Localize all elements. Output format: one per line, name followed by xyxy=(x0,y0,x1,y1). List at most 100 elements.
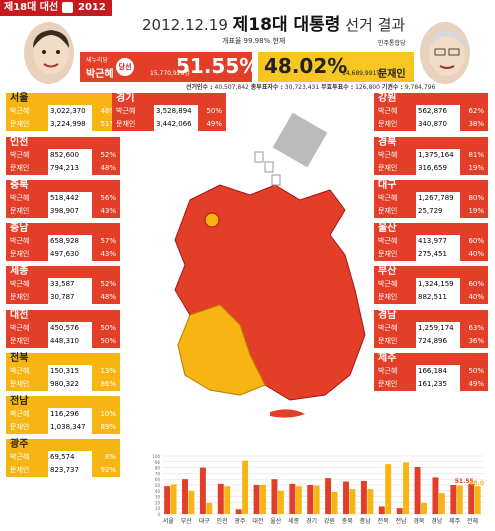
korea-map xyxy=(174,112,366,418)
region-park-name: 박근혜 xyxy=(378,237,398,245)
turnout-label: 총투표자수 : xyxy=(250,84,283,91)
ballot-box-illustration xyxy=(254,112,328,186)
region-park-name: 박근혜 xyxy=(10,453,30,461)
bar-park-14 xyxy=(414,467,421,514)
bar-moon-3 xyxy=(224,486,231,514)
region-park-name: 박근혜 xyxy=(378,324,398,332)
region-box-jeonnam: 전남 박근혜 116,296 10% 문재인 1,038,347 89% xyxy=(6,396,120,434)
y-tick-label: 90 xyxy=(155,460,161,465)
region-moon-name: 문재인 xyxy=(378,337,398,345)
region-moon-pct: 19% xyxy=(468,164,484,172)
region-row-moon: 문재인 3,224,998 51% xyxy=(6,118,120,131)
total-label-moon: 48.02 xyxy=(469,480,484,487)
region-park-pct: 10% xyxy=(100,410,116,418)
x-tick-label: 대전 xyxy=(252,518,264,525)
region-row-moon: 문재인 794,213 48% xyxy=(6,162,120,175)
region-box-gyeongnam: 경남 박근혜 1,259,174 63% 문재인 724,896 36% xyxy=(374,310,488,348)
region-moon-votes: 3,224,998 xyxy=(48,118,92,131)
region-moon-votes: 25,729 xyxy=(416,205,460,218)
region-box-daejeon: 대전 박근혜 450,576 50% 문재인 448,310 50% xyxy=(6,310,120,348)
region-park-name: 박근혜 xyxy=(116,107,136,115)
park-portrait xyxy=(22,20,76,86)
region-park-pct: 80% xyxy=(468,194,484,202)
region-moon-name: 문재인 xyxy=(10,423,30,431)
region-row-park: 박근혜 1,259,174 63% xyxy=(374,322,488,335)
region-moon-votes: 398,907 xyxy=(48,205,92,218)
region-box-gwangju: 광주 박근혜 69,574 8% 문재인 823,737 92% xyxy=(6,439,120,477)
x-tick-label: 서울 xyxy=(162,518,174,525)
moon-votes: 14,689,991명 xyxy=(342,70,382,77)
bar-park-3 xyxy=(217,483,224,514)
region-name: 경북 xyxy=(378,137,397,148)
region-moon-pct: 49% xyxy=(468,380,484,388)
region-row-park: 박근혜 1,267,789 80% xyxy=(374,192,488,205)
region-moon-pct: 48% xyxy=(100,293,116,301)
x-tick-label: 인천 xyxy=(216,518,228,525)
park-pct: 51.55% xyxy=(176,54,260,78)
page-title: 2012.12.19 제18대 대통령 선거 결과 xyxy=(142,10,405,35)
region-park-votes: 562,876 xyxy=(416,105,460,118)
region-park-pct: 50% xyxy=(100,324,116,332)
region-name: 충남 xyxy=(10,223,29,234)
region-row-moon: 문재인 1,038,347 89% xyxy=(6,421,120,434)
region-moon-votes: 316,659 xyxy=(416,162,460,175)
region-park-pct: 63% xyxy=(468,324,484,332)
region-name: 경기 xyxy=(116,93,135,104)
bar-park-15 xyxy=(432,477,439,514)
region-name: 부산 xyxy=(378,266,397,277)
region-park-name: 박근혜 xyxy=(10,410,30,418)
region-moon-votes: 448,310 xyxy=(48,335,92,348)
x-tick-label: 충북 xyxy=(341,518,353,525)
region-park-votes: 1,324,159 xyxy=(416,278,460,291)
region-box-gangwon: 강원 박근혜 562,876 62% 문재인 340,870 38% xyxy=(374,93,488,131)
region-moon-name: 문재인 xyxy=(10,466,30,474)
region-name: 충북 xyxy=(10,180,29,191)
region-moon-pct: 50% xyxy=(100,337,116,345)
region-moon-pct: 48% xyxy=(100,164,116,172)
y-tick-label: 40 xyxy=(155,489,161,494)
x-tick-label: 경기 xyxy=(306,518,318,525)
region-row-park: 박근혜 1,375,164 81% xyxy=(374,149,488,162)
region-moon-name: 문재인 xyxy=(10,164,30,172)
region-name: 세종 xyxy=(10,266,29,277)
region-box-gyeonggi: 경기 박근혜 3,528,894 50% 문재인 3,442,066 49% xyxy=(112,93,226,131)
region-park-name: 박근혜 xyxy=(10,367,30,375)
region-name: 제주 xyxy=(378,353,397,364)
bar-moon-14 xyxy=(421,502,427,514)
region-row-park: 박근혜 518,442 56% xyxy=(6,192,120,205)
region-park-name: 박근혜 xyxy=(378,194,398,202)
bar-moon-0 xyxy=(170,484,177,514)
region-park-name: 박근혜 xyxy=(10,151,30,159)
region-park-name: 박근혜 xyxy=(378,367,398,375)
region-row-park: 박근혜 150,315 13% xyxy=(6,365,120,378)
bar-moon-7 xyxy=(295,486,302,514)
region-moon-votes: 882,511 xyxy=(416,291,460,304)
region-moon-pct: 92% xyxy=(100,466,116,474)
invalid-value: 126,800 xyxy=(355,84,380,91)
region-park-name: 박근혜 xyxy=(378,107,398,115)
region-park-name: 박근혜 xyxy=(10,107,30,115)
region-moon-votes: 724,896 xyxy=(416,335,460,348)
region-row-moon: 문재인 25,729 19% xyxy=(374,205,488,218)
map-jeju xyxy=(270,409,305,418)
region-moon-pct: 43% xyxy=(100,250,116,258)
region-park-name: 박근혜 xyxy=(10,324,30,332)
region-moon-name: 문재인 xyxy=(10,207,30,215)
region-name: 전북 xyxy=(10,353,29,364)
region-park-name: 박근혜 xyxy=(10,280,30,288)
region-box-incheon: 인천 박근혜 852,600 52% 문재인 794,213 48% xyxy=(6,137,120,175)
invalid-label: 무효투표수 : xyxy=(321,84,354,91)
region-row-moon: 문재인 316,659 19% xyxy=(374,162,488,175)
region-row-moon: 문재인 398,907 43% xyxy=(6,205,120,218)
election-tag: 제18대 대선 2012 xyxy=(0,0,112,16)
region-moon-name: 문재인 xyxy=(10,380,30,388)
y-tick-label: 100 xyxy=(152,454,160,459)
region-row-park: 박근혜 562,876 62% xyxy=(374,105,488,118)
moon-portrait xyxy=(418,20,472,86)
region-name: 경남 xyxy=(378,310,397,321)
x-tick-label: 전북 xyxy=(377,518,389,525)
region-park-votes: 150,315 xyxy=(48,365,92,378)
region-row-moon: 문재인 340,870 38% xyxy=(374,118,488,131)
region-row-park: 박근혜 1,324,159 60% xyxy=(374,278,488,291)
region-park-pct: 13% xyxy=(100,367,116,375)
